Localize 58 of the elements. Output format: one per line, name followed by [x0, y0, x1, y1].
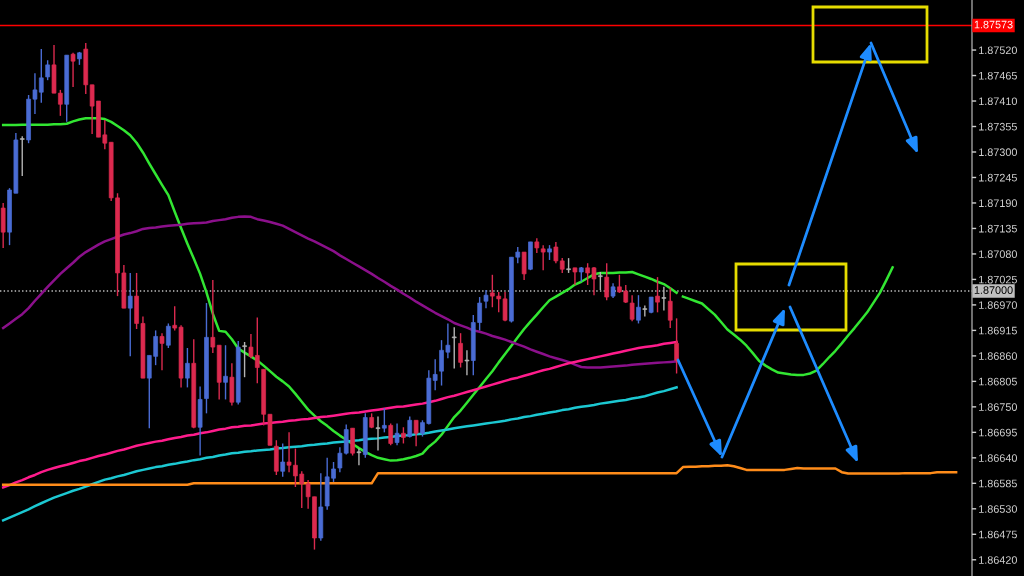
- y-tick-label: 1.86805: [979, 377, 1017, 386]
- candlestick: [572, 267, 578, 286]
- candlestick: [223, 344, 228, 401]
- y-tick-label: 1.86585: [979, 479, 1017, 488]
- y-tick-label: 1.86640: [979, 454, 1017, 462]
- y-tick-label: 1.87465: [979, 71, 1017, 80]
- candlestick: [521, 251, 527, 281]
- candlestick: [242, 341, 247, 378]
- candlestick: [655, 276, 660, 314]
- line-series: [1, 215, 678, 369]
- candlestick: [604, 262, 610, 301]
- candlestick: [464, 349, 470, 377]
- y-tick-label: 1.86915: [979, 326, 1017, 335]
- candlestick: [356, 447, 362, 466]
- line-series: [1, 340, 678, 489]
- candlestick: [636, 294, 641, 325]
- y-tick-label: 1.86970: [979, 301, 1017, 309]
- y-tick-label: 1.86750: [979, 403, 1017, 411]
- candlestick: [210, 279, 216, 354]
- candlestick: [382, 407, 387, 434]
- candlestick: [375, 415, 381, 452]
- y-tick-label: 1.87520: [979, 46, 1017, 55]
- candlestick: [413, 419, 419, 447]
- candlestick: [159, 332, 165, 371]
- candlestick: [70, 52, 76, 88]
- candlestick: [185, 347, 190, 389]
- candlestick: [432, 358, 438, 391]
- candlestick: [667, 287, 673, 329]
- y-tick-label: 1.86695: [979, 428, 1017, 437]
- candlestick: [674, 317, 679, 375]
- y-tick-label: 1.87135: [979, 224, 1017, 233]
- y-tick-label: 1.87190: [979, 199, 1017, 207]
- y-tick-label: 1.87025: [979, 275, 1017, 284]
- candlestick: [458, 332, 463, 369]
- y-tick-label: 1.86420: [979, 556, 1017, 564]
- candlestick: [19, 135, 25, 177]
- candlestick: [451, 326, 457, 370]
- candlestick: [280, 442, 286, 478]
- line-series: [681, 266, 894, 377]
- line-series: [1, 386, 678, 522]
- y-tick-label: 1.87410: [979, 97, 1017, 106]
- candlestick: [388, 422, 394, 447]
- candlestick: [483, 289, 489, 309]
- y-tick-label: 1.86475: [979, 530, 1017, 539]
- y-tick-label: 1.86860: [979, 352, 1017, 360]
- candlestick: [127, 272, 133, 358]
- ref-line-label: 1.87573: [974, 20, 1013, 29]
- candlestick: [642, 304, 648, 318]
- y-tick-label: 1.86530: [979, 505, 1017, 513]
- y-tick-label: 1.87080: [979, 250, 1017, 258]
- y-tick-label: 1.87245: [979, 173, 1017, 182]
- candlestick: [540, 244, 546, 271]
- y-tick-label: 1.87300: [979, 148, 1017, 157]
- candlestick: [394, 422, 400, 447]
- candlestick: [166, 322, 171, 349]
- y-tick-label: 1.87355: [979, 122, 1017, 131]
- line-series: [1, 116, 678, 462]
- ref-line-label: 1.87000: [974, 286, 1013, 294]
